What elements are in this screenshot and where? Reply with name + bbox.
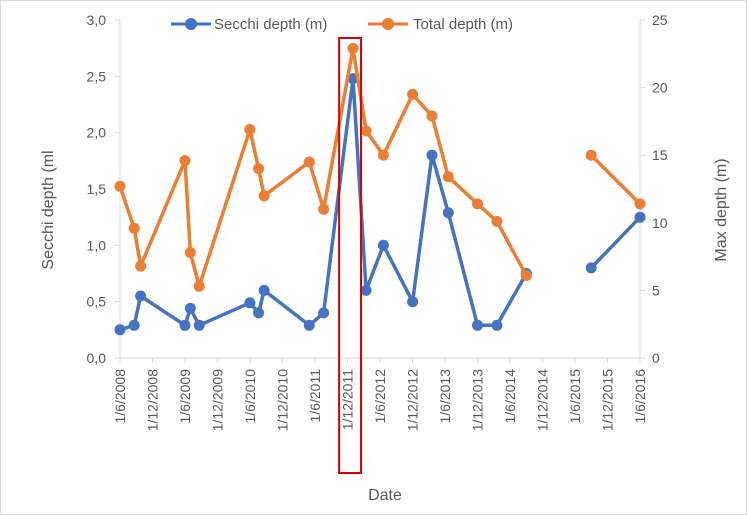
y-left-tick-label: 0,0	[87, 350, 107, 366]
data-point-total-depth	[360, 125, 372, 137]
data-point-secchi-depth	[318, 307, 330, 319]
x-tick-label: 1/12/2013	[470, 369, 486, 431]
y-right-tick-label: 5	[652, 282, 660, 298]
x-tick-label: 1/12/2010	[275, 369, 291, 431]
data-point-total-depth	[491, 215, 503, 227]
x-tick-label: 1/12/2008	[145, 369, 161, 431]
data-point-total-depth	[114, 180, 126, 192]
data-point-total-depth	[244, 124, 256, 135]
data-point-secchi-depth	[491, 319, 503, 331]
y-left-tick-label: 2,5	[87, 68, 107, 84]
x-tick-label: 1/12/2012	[405, 369, 421, 431]
x-tick-label: 1/12/2009	[210, 369, 226, 431]
y-right-axis-title: Max depth (m)	[713, 158, 730, 261]
x-axis-title: Date	[368, 487, 402, 504]
data-point-total-depth	[472, 198, 483, 210]
legend: Secchi depth (m) Total depth (m)	[171, 16, 513, 33]
data-point-total-depth	[135, 260, 147, 272]
legend-marker-secchi	[185, 18, 197, 30]
x-tick-label: 1/12/2011	[340, 369, 356, 430]
data-point-total-depth	[442, 171, 454, 183]
data-point-total-depth	[258, 190, 270, 202]
y-left-tick-label: 2,0	[87, 125, 107, 141]
data-point-secchi-depth	[426, 149, 438, 161]
x-tick-label: 1/6/2015	[567, 369, 583, 424]
data-point-total-depth	[347, 42, 359, 54]
data-point-total-depth	[253, 163, 265, 175]
data-point-total-depth	[179, 155, 191, 167]
x-axis-ticks: 1/6/2008 1/12/2008 1/6/2009 1/12/2009 1/6/20…	[112, 358, 648, 431]
data-point-secchi-depth	[179, 319, 191, 331]
x-tick-label: 1/6/2011	[307, 369, 323, 423]
data-point-secchi-depth	[128, 319, 140, 331]
data-point-secchi-depth	[135, 290, 147, 302]
legend-entry-secchi: Secchi depth (m)	[171, 16, 327, 33]
x-tick-label: 1/6/2010	[242, 369, 258, 424]
data-point-secchi-depth	[303, 319, 315, 331]
data-point-total-depth	[634, 198, 646, 210]
y-left-tick-label: 1,5	[87, 181, 107, 197]
x-tick-label: 1/6/2008	[112, 369, 128, 424]
data-point-total-depth	[128, 222, 140, 234]
x-tick-label: 1/6/2016	[632, 369, 648, 424]
legend-entry-total: Total depth (m)	[368, 16, 513, 33]
data-point-secchi-depth	[442, 207, 454, 219]
data-point-total-depth	[407, 88, 419, 100]
legend-marker-total	[382, 18, 394, 30]
data-point-total-depth	[303, 156, 315, 168]
x-tick-label: 1/6/2012	[372, 369, 388, 424]
data-point-secchi-depth	[193, 319, 205, 331]
x-tick-label: 1/6/2013	[437, 369, 453, 424]
data-point-total-depth	[318, 203, 330, 215]
legend-label-secchi: Secchi depth (m)	[214, 16, 327, 33]
series-secchi-depth	[114, 73, 646, 336]
y-right-tick-label: 15	[652, 147, 668, 163]
data-point-secchi-depth	[472, 319, 483, 331]
data-point-secchi-depth	[114, 324, 126, 336]
data-point-secchi-depth	[244, 297, 256, 309]
y-right-tick-label: 0	[652, 350, 660, 366]
x-tick-label: 1/6/2014	[502, 369, 518, 424]
y-left-tick-label: 1,0	[87, 237, 107, 253]
series-layer	[114, 42, 646, 336]
x-tick-label: 1/6/2009	[177, 369, 193, 424]
data-point-secchi-depth	[585, 262, 597, 274]
data-point-secchi-depth	[253, 307, 265, 319]
x-tick-label: 1/12/2014	[535, 369, 551, 431]
y-left-axis-title: Secchi depth (ml	[40, 150, 57, 269]
data-point-total-depth	[184, 247, 196, 258]
data-point-secchi-depth	[184, 302, 196, 314]
y-right-tick-label: 20	[652, 80, 668, 96]
data-point-total-depth	[193, 280, 205, 292]
data-point-secchi-depth	[360, 284, 372, 296]
x-tick-label: 1/12/2015	[600, 369, 616, 431]
y-left-tick-label: 3,0	[87, 12, 107, 28]
y-right-tick-label: 10	[652, 215, 668, 231]
highlight-box	[338, 37, 363, 474]
series-line-total-depth	[118, 46, 642, 289]
right-axis-ticks: 0 5 10 15 20 25	[640, 12, 668, 366]
legend-label-total: Total depth (m)	[413, 16, 513, 33]
data-point-total-depth	[585, 149, 597, 161]
series-total-depth	[114, 42, 646, 292]
data-point-secchi-depth	[634, 211, 646, 223]
data-point-total-depth	[426, 110, 438, 122]
data-point-secchi-depth	[407, 296, 419, 308]
data-point-secchi-depth	[258, 284, 270, 296]
data-point-total-depth	[377, 149, 389, 161]
data-point-secchi-depth	[377, 239, 389, 251]
y-left-tick-label: 0,5	[87, 294, 107, 310]
y-right-tick-label: 25	[652, 12, 668, 28]
data-point-total-depth	[520, 270, 532, 281]
